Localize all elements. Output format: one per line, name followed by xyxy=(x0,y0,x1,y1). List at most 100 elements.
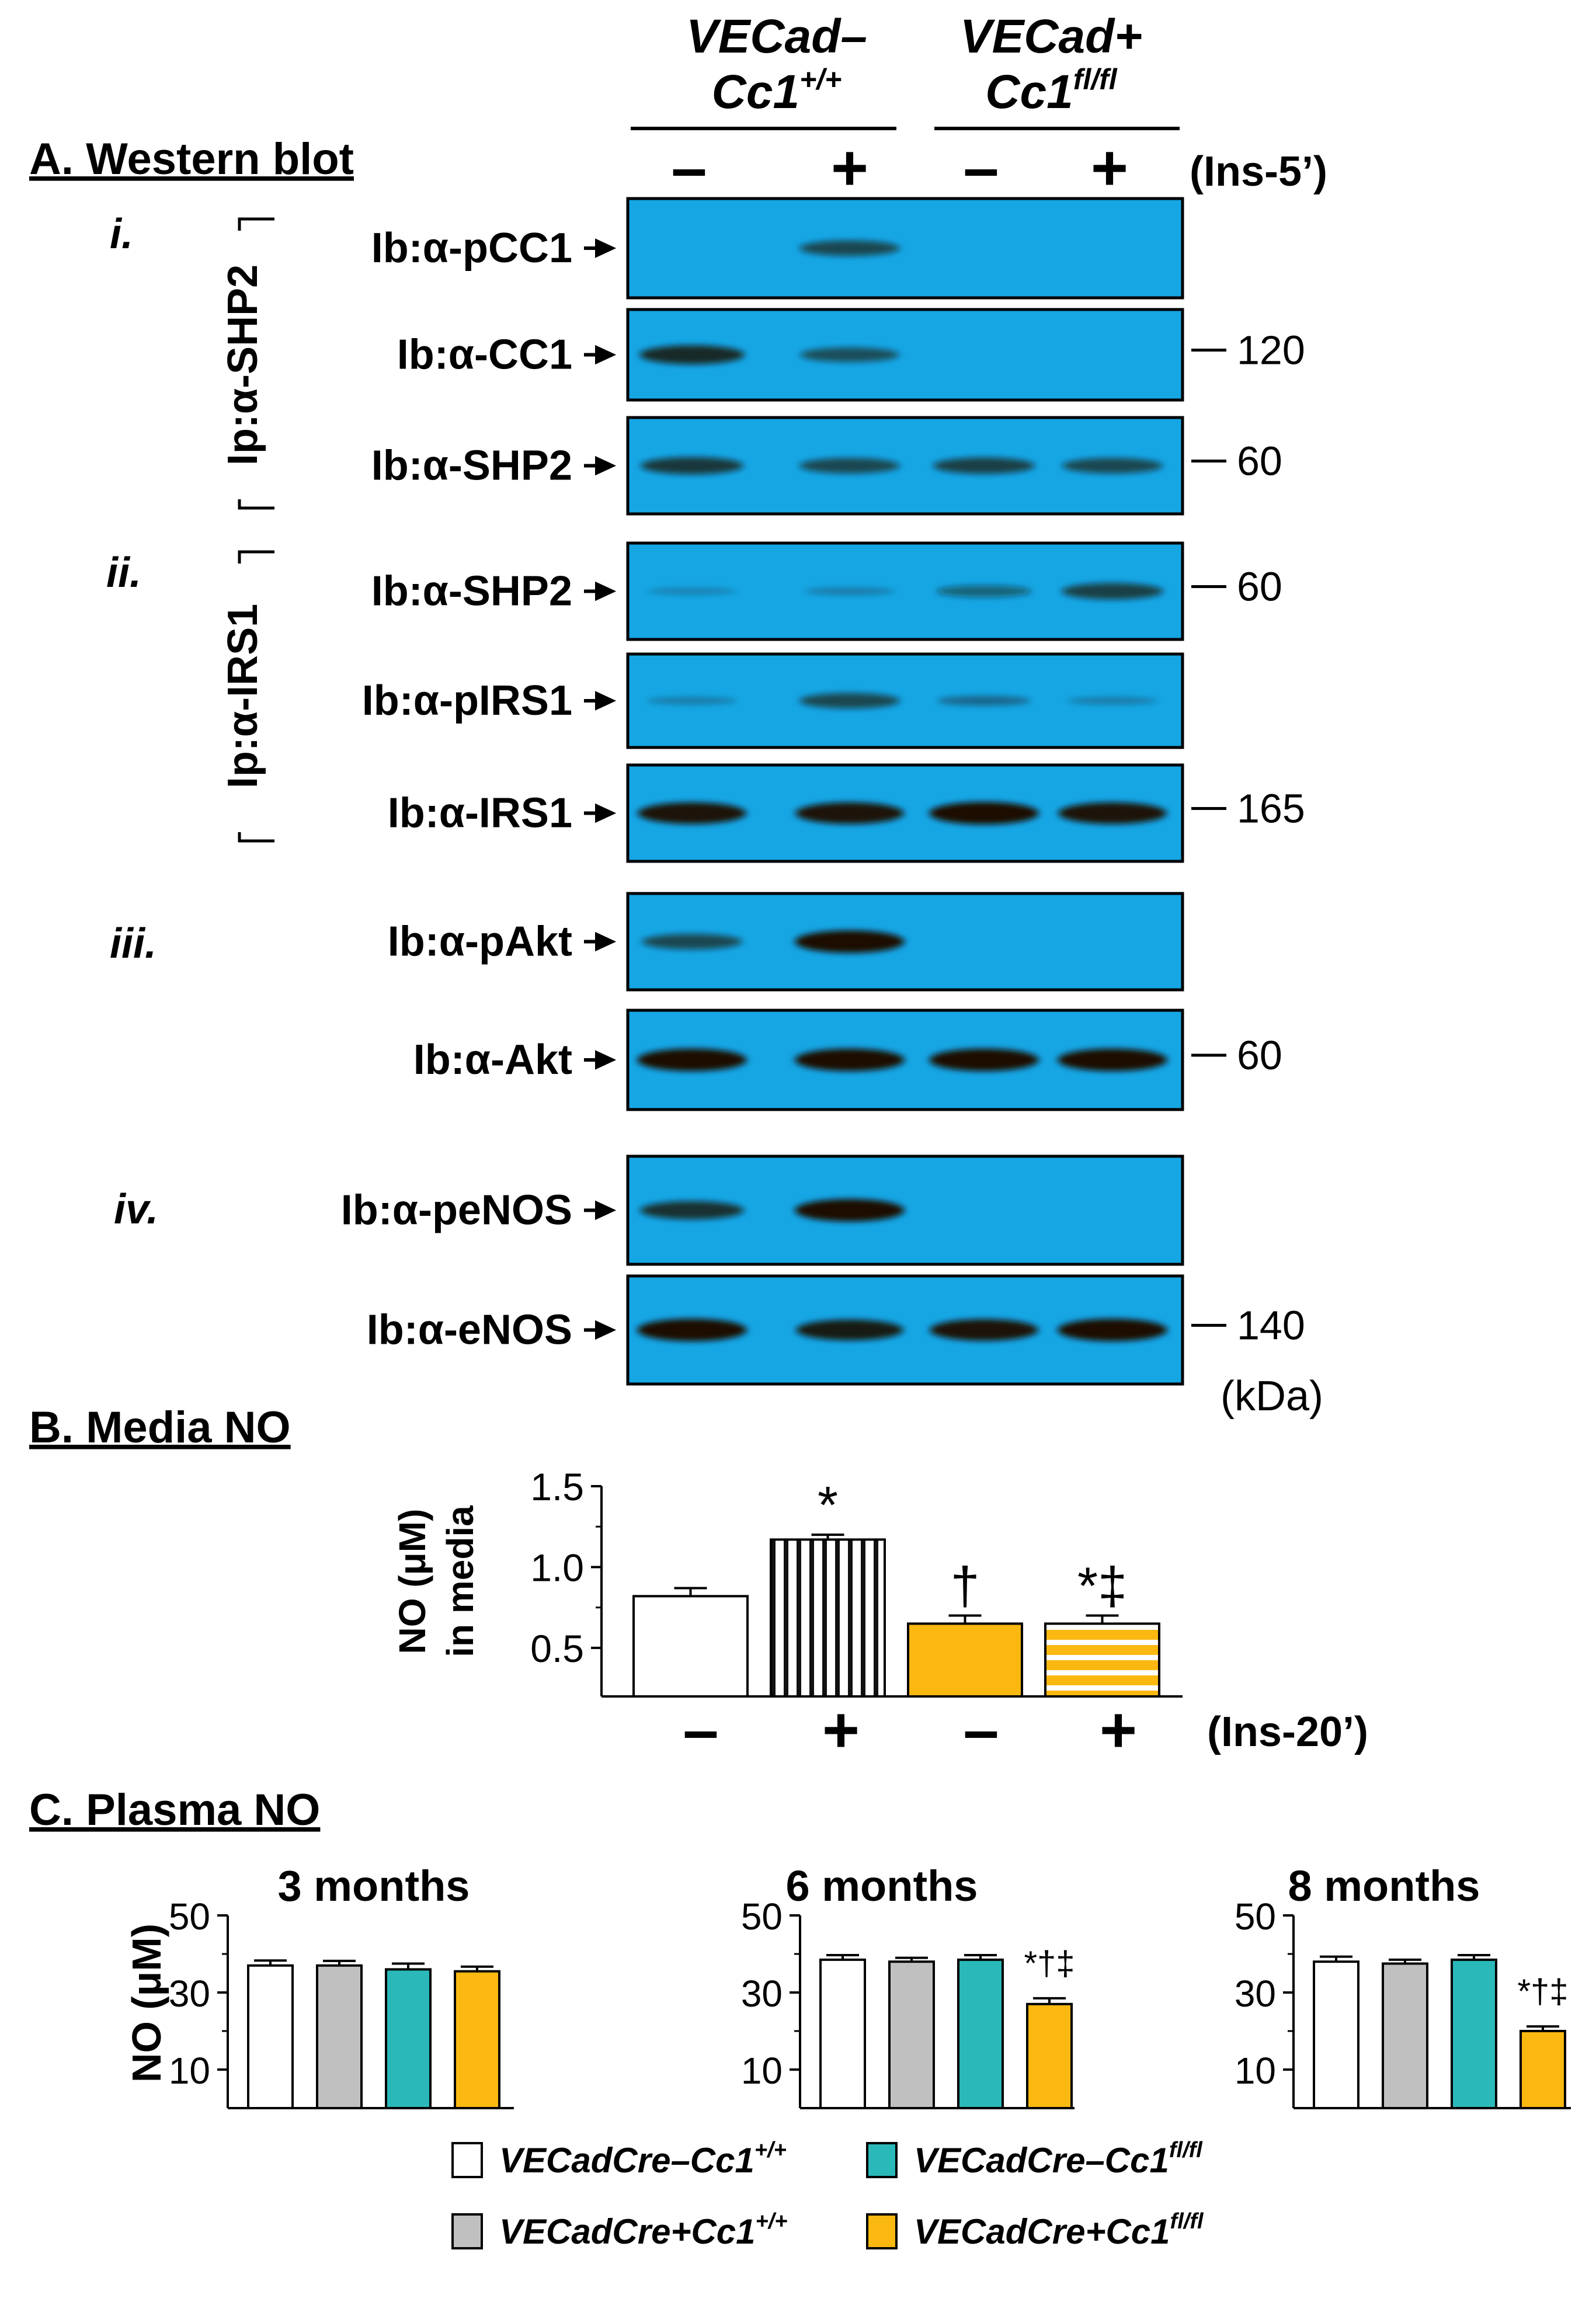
blot-row-5: Ib:α-pIRS1 xyxy=(362,652,1184,749)
panel-b-ylabel-line1: NO (μM) xyxy=(391,1509,433,1654)
legend-swatch xyxy=(866,2213,898,2249)
blot-band xyxy=(800,347,899,362)
blot-band xyxy=(929,1048,1039,1072)
blot-band xyxy=(796,1319,903,1341)
y-tick-label: 1.5 xyxy=(530,1465,584,1508)
bar xyxy=(1519,2030,1566,2109)
blot-row-3: Ib:α-SHP2 60 xyxy=(371,416,1282,516)
marker-label: 60 xyxy=(1237,439,1282,484)
blot-row-1: Ib:α-pCC1 xyxy=(371,197,1184,300)
treatment-sign-2: + xyxy=(831,132,868,204)
plasma-no-3-months-chart: 10 30 50 3 months xyxy=(169,1862,514,2110)
group-header-control: VECad– Cc1+/+ xyxy=(631,10,896,130)
significance-label: *†‡ xyxy=(1517,1973,1568,2011)
blot-label: Ib:α-pAkt xyxy=(388,919,572,965)
blot-band xyxy=(795,930,905,953)
panel-b: B. Media NO NO (μM) in media 0.5 1.0 1.5 * †… xyxy=(29,1403,1368,1766)
panel-c: C. Plasma NO NO (μM) 10 30 50 3 months 10 30… xyxy=(29,1785,1571,2110)
bar xyxy=(454,1970,500,2109)
bar xyxy=(1382,1962,1428,2109)
section-i: i. xyxy=(110,211,133,258)
y-tick-label: 1.0 xyxy=(530,1546,584,1589)
bar xyxy=(907,1622,1023,1698)
section-iv: iv. xyxy=(114,1186,158,1233)
blot-label: Ib:α-SHP2 xyxy=(371,443,572,489)
media-treatment-sign-3: – xyxy=(963,1694,999,1766)
blot-band xyxy=(799,458,900,474)
blot-row-10: Ib:α-eNOS 140 xyxy=(367,1274,1305,1386)
arrow-icon xyxy=(584,691,617,711)
significance-label: *†‡ xyxy=(1024,1945,1075,1983)
arrow-icon xyxy=(584,1050,617,1070)
significance-label: * xyxy=(818,1476,838,1535)
blot-band xyxy=(936,585,1032,597)
arrow-icon xyxy=(584,931,617,952)
blot-band xyxy=(1058,1048,1167,1072)
plasma-no-8-months-chart: 10 30 50 8 months *†‡ xyxy=(1235,1862,1571,2109)
y-tick-label: 30 xyxy=(741,1973,783,2015)
blot-band xyxy=(795,1199,905,1222)
media-no-chart: 0.5 1.0 1.5 * † *‡ xyxy=(530,1465,1183,1698)
blot-label: Ib:α-peNOS xyxy=(341,1187,572,1234)
marker-label: 60 xyxy=(1237,564,1282,610)
blot-band xyxy=(1058,802,1167,824)
bar xyxy=(770,1538,886,1698)
kda-unit: (kDa) xyxy=(1221,1373,1323,1420)
group-1-line1: VECad– xyxy=(686,10,867,63)
treatment-sign-1: – xyxy=(671,132,707,204)
blot-band xyxy=(1062,583,1163,600)
y-tick-label: 10 xyxy=(741,2050,783,2092)
blot-band xyxy=(933,457,1035,474)
blot-label: Ib:α-Akt xyxy=(413,1037,572,1083)
arrow-icon xyxy=(584,803,617,823)
legend-label: VECadCre–Cc1+/+ xyxy=(499,2138,787,2180)
treatment-row: – + – + (Ins-5’) xyxy=(671,132,1327,204)
blot-row-6: Ib:α-IRS1 165 xyxy=(388,763,1305,863)
blot-band xyxy=(641,457,743,475)
treatment-label: (Ins-5’) xyxy=(1190,148,1327,195)
arrow-icon xyxy=(584,1320,617,1340)
media-treatment-label: (Ins-20’) xyxy=(1207,1709,1368,1755)
blot-band xyxy=(638,802,746,824)
y-tick-label: 50 xyxy=(1235,1896,1276,1938)
blot-label: Ib:α-eNOS xyxy=(367,1307,572,1354)
bar xyxy=(1026,2002,1073,2110)
media-treatment-sign-4: + xyxy=(1100,1694,1137,1766)
blot-band xyxy=(804,587,895,596)
blot-band xyxy=(1058,1319,1167,1341)
blot-row-2: Ib:α-CC1 120 xyxy=(397,308,1305,402)
blot-membrane xyxy=(626,892,1184,992)
marker-label: 165 xyxy=(1237,786,1305,832)
media-treatment-sign-2: + xyxy=(822,1694,860,1766)
legend-item-1: VECadCre–Cc1+/+ xyxy=(451,2138,787,2180)
blot-band xyxy=(930,1319,1038,1341)
bar xyxy=(632,1595,749,1698)
blot-row-4: Ib:α-SHP2 60 xyxy=(371,541,1282,641)
blot-band xyxy=(795,1048,905,1072)
significance-label: *‡ xyxy=(1077,1557,1127,1616)
legend-item-2: VECadCre–Cc1fl/fl xyxy=(866,2138,1203,2180)
y-tick-label: 10 xyxy=(169,2050,210,2092)
bar xyxy=(385,1968,432,2109)
blot-label: Ib:α-pIRS1 xyxy=(362,677,572,724)
blot-band xyxy=(1067,697,1158,705)
blot-label: Ib:α-pCC1 xyxy=(371,225,572,272)
significance-label: † xyxy=(950,1557,979,1616)
ip-bracket-shp2: Ip:α-SHP2 xyxy=(220,217,274,510)
panel-b-title: B. Media NO xyxy=(29,1403,291,1452)
y-tick-label: 10 xyxy=(1235,2050,1276,2092)
blot-membrane xyxy=(626,197,1184,300)
marker-label: 140 xyxy=(1237,1303,1305,1348)
panel-a: A. Western blot VECad– Cc1+/+ VECad+ Cc1… xyxy=(29,10,1327,1420)
legend-item-4: VECadCre+Cc1fl/fl xyxy=(866,2209,1204,2251)
media-treatment-sign-1: – xyxy=(683,1694,718,1766)
treatment-sign-4: + xyxy=(1091,132,1128,204)
chart-title: 3 months xyxy=(278,1862,470,1910)
bar xyxy=(247,1964,294,2110)
treatment-sign-3: – xyxy=(963,132,999,204)
group-2-line2: Cc1fl/fl xyxy=(985,63,1118,119)
section-labels: i. ii. iii. iv. xyxy=(106,211,158,1233)
ip-label-irs1: Ip:α-IRS1 xyxy=(220,604,266,788)
